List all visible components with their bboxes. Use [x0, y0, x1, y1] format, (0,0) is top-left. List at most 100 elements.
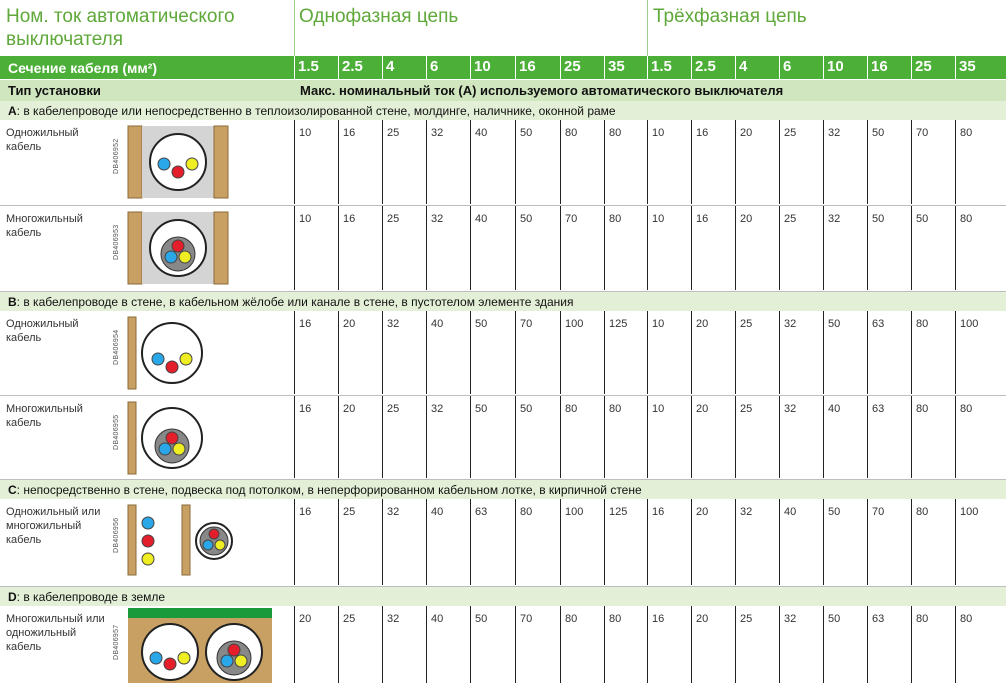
category-letter: B — [8, 295, 17, 309]
value-cell: 80 — [916, 318, 929, 330]
column-line — [691, 206, 692, 290]
column-line — [426, 206, 427, 290]
column-line — [779, 606, 780, 683]
column-line — [955, 396, 956, 478]
column-line — [604, 606, 605, 683]
value-cell: 70 — [520, 613, 533, 625]
column-line — [515, 120, 516, 204]
single-open-icon — [127, 316, 203, 390]
column-line — [470, 120, 471, 204]
size-header: 6 — [430, 58, 439, 75]
value-cell: 80 — [960, 403, 973, 415]
size-header: 1.5 — [651, 58, 672, 75]
size-divider — [604, 56, 605, 79]
category-text: : в кабелепроводе в земле — [16, 590, 166, 604]
column-line — [779, 396, 780, 478]
value-cell: 10 — [652, 318, 665, 330]
category-bar — [0, 292, 1006, 311]
column-line — [604, 120, 605, 204]
single-duct-icon — [127, 125, 229, 199]
value-cell: 10 — [299, 127, 312, 139]
row-label: Многожильный или одножильный кабель — [6, 613, 105, 653]
column-line — [338, 396, 339, 478]
value-cell: 10 — [652, 127, 665, 139]
value-cell: 50 — [520, 213, 533, 225]
category-text: : непосредственно в стене, подвеска под … — [16, 483, 642, 497]
value-cell: 50 — [872, 213, 885, 225]
value-cell: 10 — [652, 403, 665, 415]
value-cell: 80 — [609, 613, 622, 625]
category-label: A: в кабелепроводе или непосредственно в… — [8, 102, 616, 120]
value-cell: 40 — [475, 213, 488, 225]
value-cell: 25 — [387, 213, 400, 225]
category-bar — [0, 480, 1006, 499]
column-line — [560, 311, 561, 394]
value-cell: 32 — [784, 318, 797, 330]
size-divider — [735, 56, 736, 79]
column-line — [911, 396, 912, 478]
category-letter: A — [8, 104, 17, 118]
value-cell: 40 — [431, 318, 444, 330]
column-line — [691, 499, 692, 585]
value-cell: 16 — [343, 213, 356, 225]
value-cell: 80 — [565, 127, 578, 139]
column-line — [955, 606, 956, 683]
column-line — [735, 311, 736, 394]
column-line — [823, 499, 824, 585]
size-divider — [867, 56, 868, 79]
column-line — [294, 396, 295, 478]
cable-section-bar — [0, 56, 1006, 79]
value-cell: 16 — [696, 127, 709, 139]
row-divider — [0, 205, 1006, 206]
size-header: 10 — [474, 58, 491, 75]
size-header: 16 — [519, 58, 536, 75]
value-cell: 125 — [609, 506, 628, 518]
column-line — [382, 606, 383, 683]
column-line — [560, 606, 561, 683]
value-cell: 80 — [916, 506, 929, 518]
column-line — [647, 499, 648, 585]
value-cell: 40 — [784, 506, 797, 518]
value-cell: 80 — [520, 506, 533, 518]
value-cell: 20 — [696, 613, 709, 625]
value-cell: 50 — [916, 213, 929, 225]
value-cell: 100 — [565, 506, 584, 518]
size-divider — [382, 56, 383, 79]
category-text: : в кабелепроводе в стене, в кабельном ж… — [16, 295, 574, 309]
column-line — [426, 396, 427, 478]
column-line — [691, 606, 692, 683]
size-header: 1.5 — [298, 58, 319, 75]
row-label: Одножильный или многожильный кабель — [6, 506, 101, 546]
column-line — [338, 206, 339, 290]
column-line — [955, 499, 956, 585]
category-bar — [0, 587, 1006, 606]
value-cell: 63 — [475, 506, 488, 518]
value-cell: 25 — [343, 506, 356, 518]
single-phase-title: Однофазная цепь — [299, 6, 459, 27]
value-cell: 25 — [387, 127, 400, 139]
value-cell: 25 — [343, 613, 356, 625]
column-line — [382, 396, 383, 478]
size-header: 4 — [739, 58, 748, 75]
column-line — [470, 206, 471, 290]
value-cell: 100 — [960, 506, 979, 518]
column-line — [604, 311, 605, 394]
size-divider — [691, 56, 692, 79]
value-cell: 63 — [872, 318, 885, 330]
column-line — [338, 311, 339, 394]
value-cell: 50 — [475, 403, 488, 415]
value-cell: 80 — [916, 613, 929, 625]
size-header: 25 — [915, 58, 932, 75]
value-cell: 80 — [960, 613, 973, 625]
value-cell: 80 — [960, 127, 973, 139]
single-wall-icon — [127, 504, 233, 576]
column-line — [867, 311, 868, 394]
title-divider — [647, 0, 648, 56]
column-line — [735, 396, 736, 478]
column-line — [426, 499, 427, 585]
value-cell: 40 — [431, 613, 444, 625]
column-line — [779, 499, 780, 585]
value-cell: 50 — [475, 613, 488, 625]
image-code: DB406952 — [113, 138, 120, 174]
value-cell: 16 — [299, 318, 312, 330]
